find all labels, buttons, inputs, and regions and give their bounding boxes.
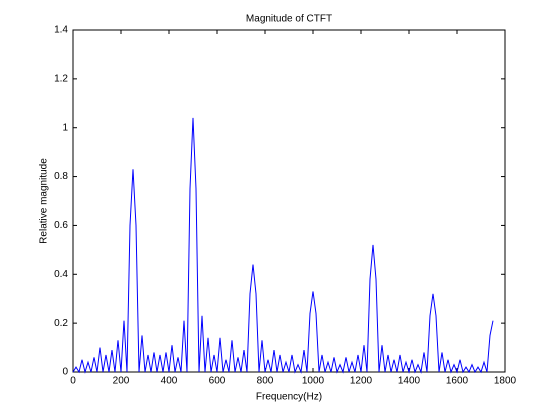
y-tick-label: 1.4 [54, 25, 68, 36]
y-tick-label: 0 [62, 367, 68, 378]
x-tick-label: 600 [209, 376, 226, 387]
x-tick-label: 1200 [350, 376, 373, 387]
y-tick-label: 0.4 [54, 269, 68, 280]
y-tick-label: 0.8 [54, 171, 68, 182]
chart-title: Magnitude of CTFT [246, 14, 332, 25]
plot-box [72, 29, 506, 373]
x-tick-label: 400 [161, 376, 178, 387]
y-tick-label: 0.6 [54, 220, 68, 231]
x-tick-label: 200 [113, 376, 130, 387]
x-tick-label: 1800 [494, 376, 517, 387]
y-tick-label: 1.2 [54, 73, 68, 84]
x-tick-label: 1600 [446, 376, 469, 387]
x-tick-label: 800 [257, 376, 274, 387]
y-tick-label: 0.2 [54, 318, 68, 329]
data-line [72, 117, 494, 374]
y-axis-label: Relative magnitude [39, 158, 50, 244]
x-tick-label: 1000 [302, 376, 325, 387]
x-axis-label: Frequency(Hz) [256, 392, 322, 403]
x-tick-label: 0 [70, 376, 76, 387]
x-tick-label: 1400 [398, 376, 421, 387]
y-tick-label: 1 [62, 122, 68, 133]
